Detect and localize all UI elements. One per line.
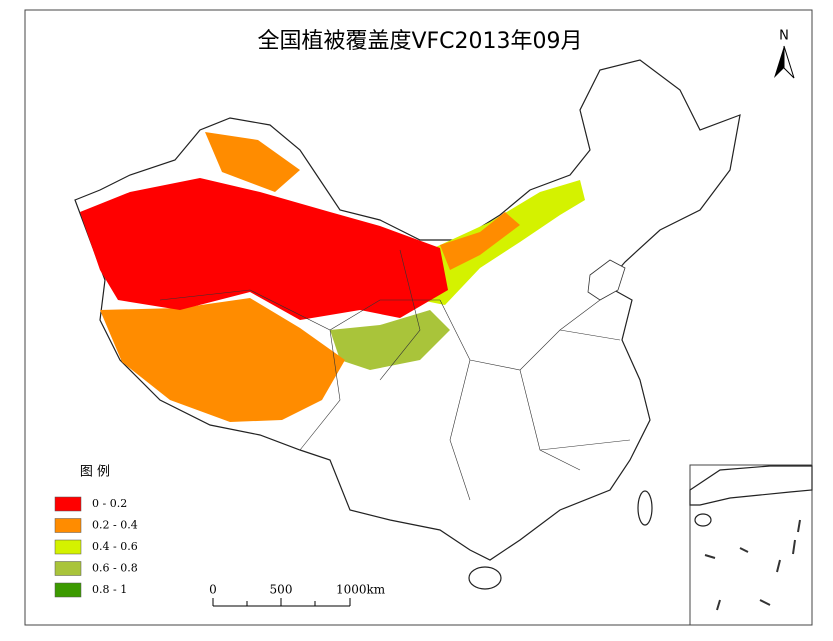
scale-bar: 0 500 1000km <box>209 583 386 607</box>
legend-label: 0 - 0.2 <box>92 497 127 510</box>
legend-title: 图 例 <box>80 465 110 480</box>
vegetation-zone <box>420 180 585 305</box>
vegetation-zone <box>205 132 300 192</box>
scale-label: 0 <box>209 583 217 597</box>
legend-swatch <box>54 582 82 598</box>
vegetation-zone <box>694 513 712 527</box>
scale-label: 500 <box>270 583 293 597</box>
vegetation-zone <box>468 566 502 590</box>
legend-swatch <box>54 539 82 555</box>
legend-swatch <box>54 561 82 576</box>
vegetation-zone <box>74 59 741 561</box>
vegetation-zone <box>80 178 448 320</box>
legend-label: 0.2 - 0.4 <box>92 519 138 532</box>
vegetation-zone <box>689 465 813 506</box>
vegetation-zone <box>100 298 345 422</box>
legend-swatch <box>54 518 82 533</box>
south-sea-inset <box>689 464 813 626</box>
vegetation-zone <box>637 490 653 526</box>
vegetation-zone <box>440 212 520 270</box>
legend-swatch <box>54 496 82 512</box>
map-title: 全国植被覆盖度VFC2013年09月 <box>257 29 582 54</box>
legend-label: 0.4 - 0.6 <box>92 540 138 553</box>
scale-label: 1000km <box>336 583 386 597</box>
north-arrow: N <box>774 29 795 79</box>
legend-label: 0.6 - 0.8 <box>92 562 138 575</box>
vegetation-zone <box>330 310 450 370</box>
legend: 图 例 0 - 0.2 0.2 - 0.4 0.4 - 0.6 0.6 - 0.8 0.… <box>54 465 138 598</box>
north-label: N <box>779 29 789 44</box>
legend-label: 0.8 - 1 <box>92 583 127 596</box>
